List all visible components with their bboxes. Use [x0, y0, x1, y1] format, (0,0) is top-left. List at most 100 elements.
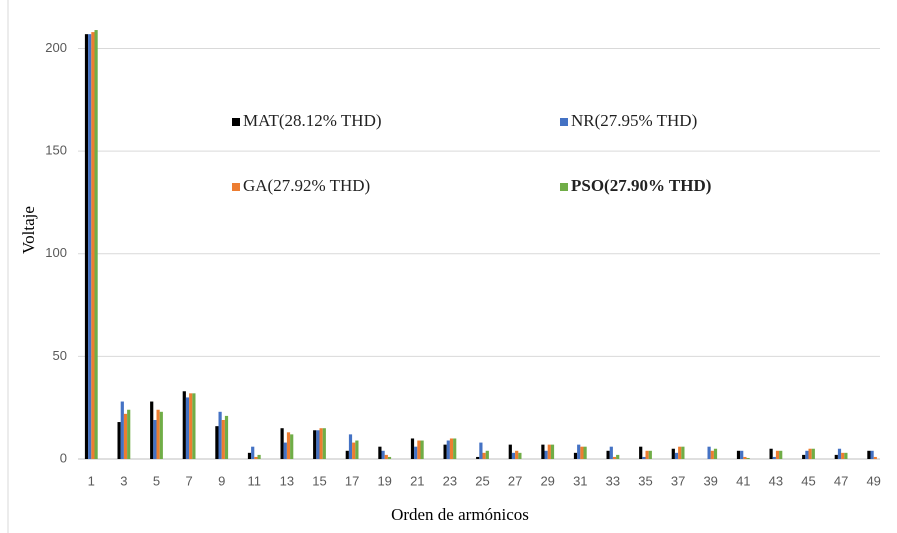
bar [841, 452, 845, 459]
bar [736, 450, 741, 459]
bar [84, 34, 89, 460]
bar [746, 457, 750, 459]
bar [837, 448, 842, 459]
x-tick-label: 37 [671, 473, 685, 488]
bar [870, 450, 874, 459]
bar [577, 444, 581, 459]
x-tick-label: 13 [280, 473, 294, 488]
bar [189, 393, 193, 459]
bar [645, 450, 649, 459]
x-tick-label: 27 [508, 473, 522, 488]
bar [381, 450, 385, 459]
x-tick-label: 39 [703, 473, 717, 488]
bar [609, 446, 613, 459]
legend-swatch [232, 118, 240, 126]
x-tick-label: 45 [801, 473, 815, 488]
x-tick-label: 17 [345, 473, 359, 488]
bar [508, 444, 512, 459]
bar [518, 452, 522, 459]
bar [802, 454, 806, 459]
legend-label: MAT(28.12% THD) [243, 111, 382, 130]
bar [867, 450, 871, 459]
bar [515, 450, 519, 459]
y-tick-label: 100 [45, 245, 67, 260]
bar [544, 450, 548, 459]
bar [573, 452, 578, 459]
bar [117, 422, 121, 459]
bar [378, 446, 382, 459]
x-tick-label: 25 [475, 473, 489, 488]
bar [218, 411, 222, 459]
bar [120, 401, 124, 459]
x-tick-label: 47 [834, 473, 848, 488]
bar [319, 428, 323, 459]
bar [541, 444, 545, 459]
x-tick-label: 15 [312, 473, 326, 488]
y-tick-label: 150 [45, 143, 67, 158]
bar [123, 413, 128, 459]
bar [873, 456, 877, 459]
bar [740, 450, 744, 459]
bar [417, 440, 421, 459]
legend-label: NR(27.95% THD) [571, 111, 697, 130]
x-tick-label: 7 [185, 473, 192, 488]
bar [348, 434, 353, 459]
legend-swatch [560, 183, 568, 191]
bar [779, 450, 783, 459]
bar [254, 456, 258, 459]
bar [153, 420, 157, 459]
bar [485, 450, 489, 459]
x-tick-label: 31 [573, 473, 587, 488]
bar [580, 446, 584, 459]
bar [387, 456, 392, 459]
x-tick-label: 5 [153, 473, 160, 488]
bar [606, 450, 610, 459]
bar [511, 452, 516, 459]
x-tick-label: 3 [120, 473, 127, 488]
bar [257, 454, 261, 459]
bar [775, 450, 780, 459]
y-tick-label: 50 [53, 348, 67, 363]
bar [443, 444, 447, 459]
bar [772, 456, 776, 459]
bar [156, 409, 160, 459]
bar [384, 454, 388, 459]
bar [88, 34, 92, 460]
x-tick-label: 23 [443, 473, 457, 488]
x-tick-label: 1 [88, 473, 95, 488]
bar [313, 430, 317, 459]
bar [192, 393, 196, 459]
bar [94, 30, 98, 460]
x-tick-label: 29 [540, 473, 554, 488]
bar [355, 440, 359, 459]
bar [280, 428, 284, 459]
bar [159, 411, 163, 459]
bar [616, 454, 620, 459]
bar [215, 426, 219, 459]
bar [91, 32, 95, 459]
bar [482, 452, 486, 459]
bar [345, 450, 349, 459]
bar [476, 456, 480, 459]
bar [648, 450, 652, 459]
bar [316, 430, 320, 459]
x-tick-label: 35 [638, 473, 652, 488]
bar [678, 446, 682, 459]
bar [446, 440, 450, 459]
bar [805, 450, 809, 459]
bar [671, 448, 675, 459]
bar [224, 415, 229, 459]
legend-swatch [560, 118, 568, 126]
x-tick-label: 33 [606, 473, 620, 488]
bar [479, 442, 483, 459]
bar [283, 442, 287, 459]
bar [221, 420, 225, 459]
bar [182, 391, 186, 459]
y-tick-label: 0 [60, 450, 67, 465]
bar [844, 452, 848, 459]
bar [639, 446, 643, 459]
bar [707, 446, 711, 459]
bar [414, 446, 418, 459]
legend-label: GA(27.92% THD) [243, 176, 370, 195]
